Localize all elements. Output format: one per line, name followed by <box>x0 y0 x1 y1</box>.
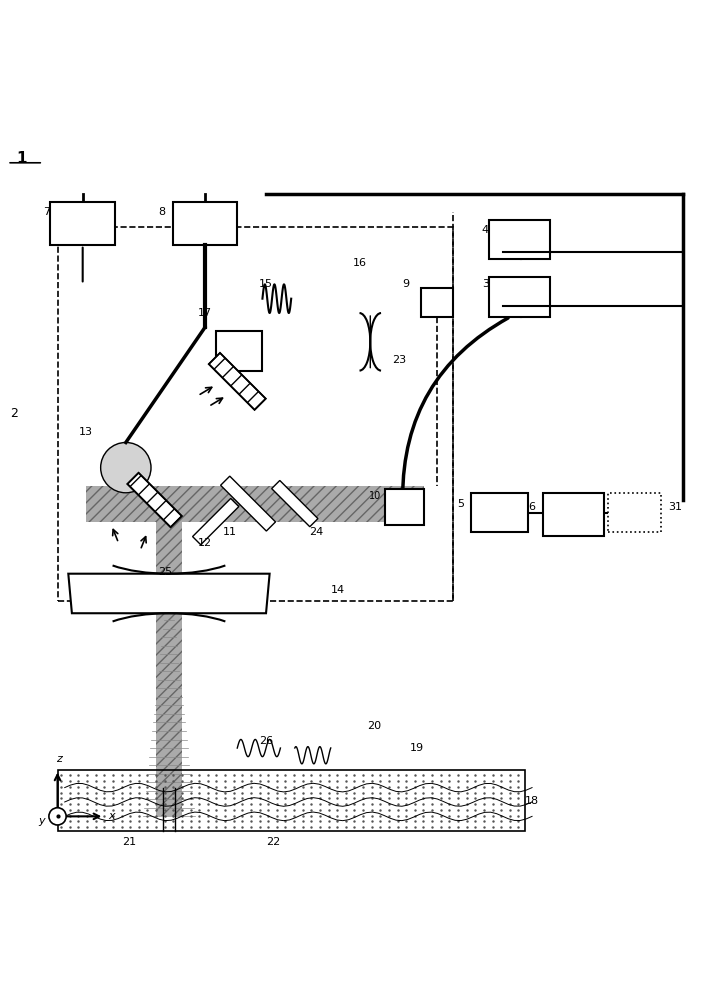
Text: 10: 10 <box>369 491 381 501</box>
Text: 18: 18 <box>525 796 539 806</box>
Text: 13: 13 <box>79 427 93 437</box>
Text: 15: 15 <box>260 279 273 289</box>
Bar <box>173 202 237 245</box>
Text: 12: 12 <box>198 538 212 548</box>
Bar <box>216 331 262 371</box>
Text: x: x <box>108 811 115 821</box>
Text: y: y <box>38 816 45 826</box>
Text: 1: 1 <box>17 151 27 166</box>
Text: 8: 8 <box>158 207 165 217</box>
Text: 22: 22 <box>266 837 280 847</box>
Bar <box>50 202 115 245</box>
Text: 11: 11 <box>223 527 237 537</box>
Bar <box>471 493 528 532</box>
Text: 4: 4 <box>482 225 489 235</box>
Bar <box>489 277 550 317</box>
Text: 6: 6 <box>528 502 536 512</box>
Polygon shape <box>209 353 266 410</box>
Text: 20: 20 <box>367 721 381 731</box>
Text: z: z <box>56 754 62 764</box>
Circle shape <box>49 808 66 825</box>
Text: 19: 19 <box>410 743 424 753</box>
Text: 5: 5 <box>457 499 464 509</box>
Text: 3: 3 <box>482 279 489 289</box>
Bar <box>608 493 661 532</box>
Text: 9: 9 <box>403 279 410 289</box>
Bar <box>421 288 453 317</box>
Bar <box>58 770 525 831</box>
Text: 16: 16 <box>352 258 367 268</box>
Text: 21: 21 <box>122 837 137 847</box>
Polygon shape <box>272 480 318 527</box>
Text: 7: 7 <box>43 207 50 217</box>
Text: 2: 2 <box>11 407 18 420</box>
Bar <box>58 227 453 601</box>
Text: 25: 25 <box>158 567 173 577</box>
Text: 26: 26 <box>259 736 273 746</box>
Text: 17: 17 <box>198 308 212 318</box>
Bar <box>385 489 424 525</box>
Bar <box>543 493 604 536</box>
Text: 23: 23 <box>392 355 406 365</box>
Text: 31: 31 <box>669 502 682 512</box>
Bar <box>156 522 182 816</box>
Text: 24: 24 <box>309 527 324 537</box>
Polygon shape <box>221 476 275 531</box>
Circle shape <box>101 442 151 493</box>
Polygon shape <box>193 498 239 545</box>
Polygon shape <box>127 473 182 527</box>
Bar <box>489 220 550 259</box>
Bar <box>86 486 424 522</box>
Text: 14: 14 <box>331 585 345 595</box>
Polygon shape <box>68 574 270 613</box>
